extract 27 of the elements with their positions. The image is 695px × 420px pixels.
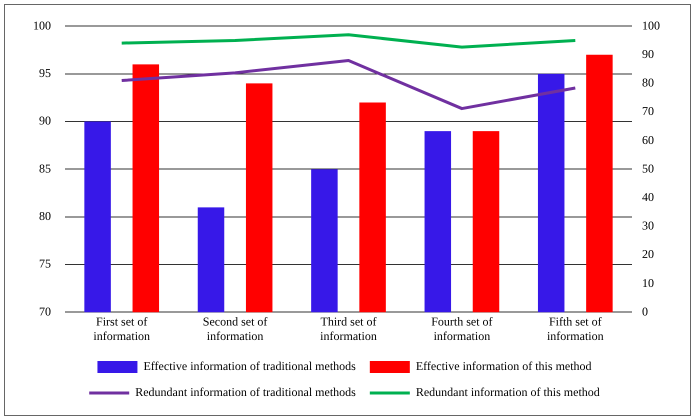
y-tick-label: 95 [39,66,51,80]
y2-tick-label: 0 [642,304,648,318]
y2-tick-label: 40 [642,190,654,204]
y2-tick-label: 60 [642,132,654,147]
y2-tick-label: 70 [642,104,654,118]
y-tick-label: 85 [39,161,51,176]
y-tick-label: 70 [39,304,51,318]
y2-tick-label: 90 [642,46,654,61]
legend-label: Effective information of this method [416,359,592,374]
legend-label: Redundant information of traditional methods [135,385,356,400]
y2-tick-label: 10 [642,276,654,290]
legend-label: Effective information of traditional methods [143,359,356,374]
y-tick-label: 80 [39,209,51,224]
y-tick-label: 100 [33,18,51,32]
y2-tick-label: 20 [642,247,654,262]
y2-tick-label: 80 [642,76,654,90]
x-tick-label: Third set of information [320,314,377,343]
x-tick-label: Fifth set of information [546,314,604,343]
y-tick-label: 75 [39,256,51,271]
legend-label: Redundant information of this method [416,385,600,400]
y2-tick-label: 30 [642,218,654,233]
x-tick-label: Fourth set of information [431,314,493,343]
y2-tick-label: 50 [642,161,654,176]
y2-tick-label: 100 [642,18,660,32]
y-tick-label: 90 [39,114,51,128]
x-tick-label: Second set of information [202,314,268,343]
x-tick-label: First set of information [93,314,150,343]
